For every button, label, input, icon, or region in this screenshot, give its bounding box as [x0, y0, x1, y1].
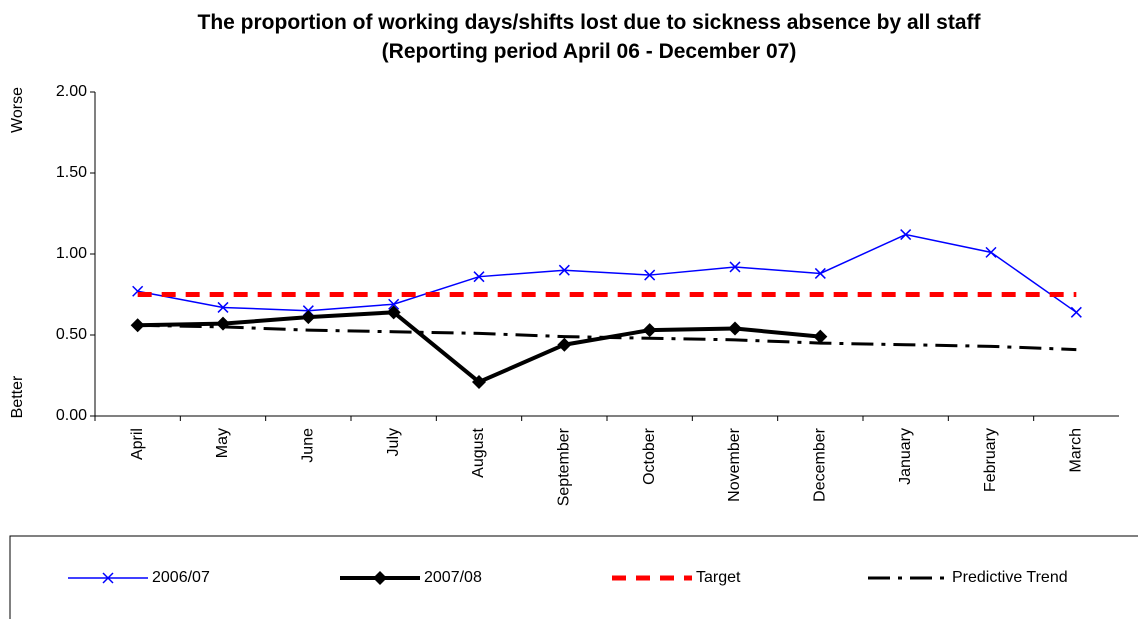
marker [985, 246, 997, 258]
x-tick-label: May [214, 428, 231, 458]
marker [813, 329, 828, 344]
chart-subtitle: (Reporting period April 06 - December 07… [381, 40, 797, 63]
y-tick-label: 2.00 [56, 83, 87, 100]
x-tick-label: November [726, 427, 743, 501]
y-label-top: Worse [9, 87, 26, 133]
x-tick-label: December [812, 427, 829, 501]
x-tick-label: August [470, 427, 487, 477]
marker [728, 321, 742, 336]
chart-title: The proportion of working days/shifts lo… [197, 11, 981, 34]
series-line [137, 323, 1077, 352]
marker [900, 229, 912, 241]
x-tick-label: April [129, 428, 146, 460]
marker [102, 572, 114, 584]
x-tick-label: September [556, 427, 573, 506]
legend-box [9, 535, 1138, 619]
series-line [137, 233, 1077, 313]
x-tick-label: October [641, 427, 658, 485]
legend-label: Predictive Trend [952, 569, 1068, 586]
marker [217, 301, 229, 313]
marker [644, 269, 656, 281]
x-tick-label: January [897, 428, 914, 485]
marker [373, 571, 387, 585]
marker [1070, 306, 1082, 318]
y-label-bottom: Better [9, 375, 26, 418]
y-tick-label: 1.50 [56, 164, 87, 181]
marker [386, 305, 401, 320]
marker [558, 264, 570, 276]
y-tick-label: 1.00 [56, 245, 87, 262]
marker [814, 267, 826, 279]
series-line [137, 310, 821, 385]
marker [642, 323, 657, 338]
marker [473, 271, 485, 283]
marker [472, 374, 486, 389]
marker [557, 337, 572, 352]
chart-title-block: The proportion of working days/shifts lo… [109, 8, 1069, 66]
x-tick-label: March [1068, 428, 1085, 472]
legend-label: Target [696, 569, 741, 586]
marker [301, 310, 316, 325]
x-tick-label: February [982, 428, 999, 492]
y-tick-label: 0.50 [56, 326, 87, 343]
legend-label: 2006/07 [152, 569, 210, 586]
marker [388, 298, 400, 310]
x-tick-label: July [385, 428, 402, 456]
marker [729, 261, 741, 273]
y-tick-label: 0.00 [56, 407, 87, 424]
legend-label: 2007/08 [424, 569, 482, 586]
x-tick-label: June [300, 428, 317, 463]
